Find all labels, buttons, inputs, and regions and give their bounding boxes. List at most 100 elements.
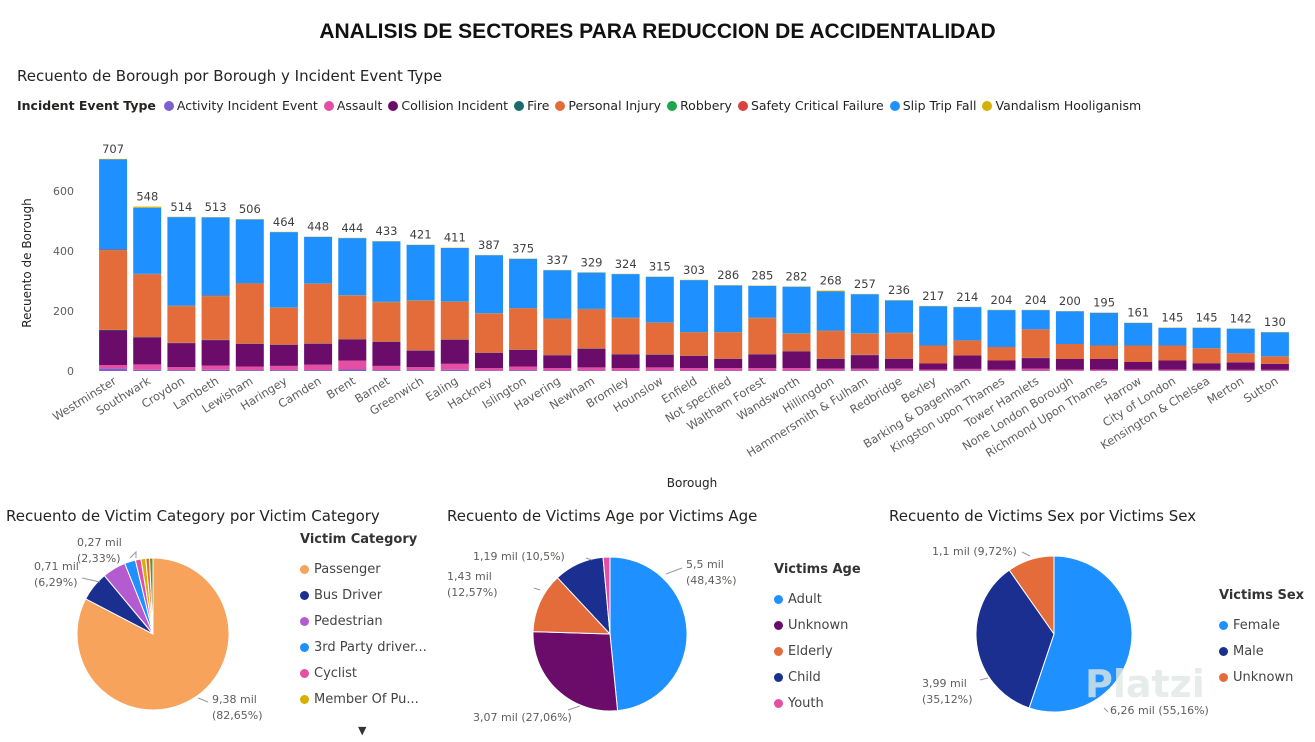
legend-item-youth[interactable]: Youth (774, 690, 861, 716)
legend-item-assault[interactable]: Assault (323, 98, 382, 113)
legend-label: Robbery (680, 98, 732, 113)
legend-item-vandalism-hooliganism[interactable]: Vandalism Hooliganism (982, 98, 1141, 113)
bar-segment-collision-incident (987, 360, 1016, 370)
pie-victims-sex: 6,26 mil (55,16%) 3,99 mil (35,12%) 1,1 mil… (922, 545, 1209, 717)
legend-title: Victim Category (300, 532, 418, 547)
bar-segment-personal-injury (953, 340, 982, 356)
pie-data-label: 6,26 mil (55,16%) (1110, 704, 1209, 717)
bar-segment-collision-incident (782, 351, 811, 368)
bar-segment-assault (680, 368, 708, 371)
y-tick-label: 0 (67, 365, 74, 378)
legend-label: Unknown (1233, 669, 1294, 685)
legend-dot (300, 616, 309, 626)
legend-item-elderly[interactable]: Elderly (774, 638, 861, 664)
pie-slice-passenger (76, 557, 230, 711)
bar-segment-assault (577, 367, 606, 371)
bar-segment-collision-incident (372, 341, 401, 366)
bar-total-label: 513 (205, 200, 227, 214)
bar-segment-slip-trip-fall (235, 219, 264, 284)
bar-total-label: 411 (444, 231, 466, 245)
bar-total-label: 204 (991, 293, 1013, 307)
pie-slice-unknown (1008, 555, 1055, 636)
legend-item-robbery[interactable]: Robbery (667, 98, 732, 113)
legend-item-male[interactable]: Male (1219, 638, 1304, 664)
bar-segment-slip-trip-fall (1021, 310, 1050, 330)
pie-leader-line (665, 567, 683, 575)
legend-item-unknown[interactable]: Unknown (1219, 664, 1304, 690)
legend-label: Youth (788, 695, 824, 711)
bar-segment-activity-incident-event (99, 368, 128, 371)
legend-dot (774, 672, 783, 682)
bar-segment-slip-trip-fall (816, 291, 845, 331)
bar-segment-slip-trip-fall (1090, 312, 1118, 346)
bar-segment-assault (133, 364, 162, 370)
legend-label: Male (1233, 643, 1264, 659)
pie-leader-line (129, 550, 137, 559)
bar-segment-slip-trip-fall (782, 286, 811, 334)
bar-segment-vandalism-hooliganism (816, 290, 845, 292)
bar-total-label: 195 (1093, 296, 1115, 310)
legend-item-fire[interactable]: Fire (514, 98, 549, 113)
legend-item-passenger[interactable]: Passenger (300, 556, 427, 582)
pie-leader-line (1103, 707, 1109, 713)
bar-total-label: 204 (1025, 293, 1047, 307)
legend-item-safety-critical-failure[interactable]: Safety Critical Failure (737, 98, 884, 113)
pie-data-label: 5,5 mil (686, 558, 724, 571)
legend-item-member-of-pu[interactable]: Member Of Pu... (300, 686, 427, 712)
legend-item-adult[interactable]: Adult (774, 586, 861, 612)
pie-victim-category-legend: Victim Category Passenger Bus Driver Pedes… (300, 532, 427, 712)
bar-total-label: 285 (751, 269, 773, 283)
legend-item-bus-driver[interactable]: Bus Driver (300, 582, 427, 608)
legend-item-slip-trip-fall[interactable]: Slip Trip Fall (889, 98, 976, 113)
bar-segment-slip-trip-fall (475, 255, 503, 314)
bar-segment-slip-trip-fall (269, 232, 298, 308)
legend-item-pedestrian[interactable]: Pedestrian (300, 608, 427, 634)
y-tick-label: 600 (53, 185, 74, 198)
bar-segment-collision-incident (1090, 359, 1118, 370)
bar-segment-collision-incident (1158, 360, 1187, 370)
pie-slice-other-2 (148, 557, 154, 635)
bar-segment-collision-incident (714, 359, 743, 368)
pie-leader-line (979, 677, 989, 681)
bar-segment-collision-incident (611, 354, 640, 368)
bar-segment-slip-trip-fall (987, 310, 1016, 347)
bar-segment-personal-injury (919, 345, 948, 364)
pie-data-label: (82,65%) (212, 709, 263, 722)
bar-segment-slip-trip-fall (201, 217, 230, 296)
pie-leader-line (1021, 551, 1031, 557)
bar-segment-safety-critical-failure (133, 273, 162, 275)
legend-item-female[interactable]: Female (1219, 612, 1304, 638)
legend-scroll-down-icon[interactable]: ▼ (358, 724, 367, 737)
bar-segment-collision-incident (509, 350, 538, 367)
legend-item-activity-incident-event[interactable]: Activity Incident Event (163, 98, 318, 113)
legend-item-personal-injury[interactable]: Personal Injury (555, 98, 661, 113)
legend-dot (774, 646, 783, 656)
bar-segment-collision-incident (269, 344, 298, 366)
watermark: Platzi (1085, 662, 1205, 706)
bar-segment-activity-incident-event (338, 369, 367, 371)
bar-segment-personal-injury (1158, 345, 1187, 361)
legend-dot (388, 100, 399, 111)
legend-dot (1219, 672, 1228, 682)
bar-segment-assault (1021, 368, 1050, 371)
pie-data-label: 1,1 mil (9,72%) (932, 545, 1017, 558)
pie-leader-line (533, 587, 541, 591)
bar-total-label: 448 (307, 220, 329, 234)
bar-segment-slip-trip-fall (919, 306, 948, 346)
bar-segment-slip-trip-fall (440, 248, 469, 302)
legend-item-collision-incident[interactable]: Collision Incident (388, 98, 508, 113)
pie-victims-sex-title: Recuento de Victims Sex por Victims Sex (889, 507, 1197, 525)
legend-item-unknown[interactable]: Unknown (774, 612, 861, 638)
bar-segment-activity-incident-event (406, 370, 435, 371)
bar-total-label: 282 (786, 269, 808, 283)
bar-segment-assault (1226, 369, 1255, 371)
bar-total-label: 145 (1196, 311, 1218, 325)
legend-item-3rd-party-driver[interactable]: 3rd Party driver... (300, 634, 427, 660)
legend-item-child[interactable]: Child (774, 664, 861, 690)
bar-segment-slip-trip-fall (1192, 327, 1221, 349)
bar-segment-activity-incident-event (509, 370, 538, 371)
bar-segment-activity-incident-event (748, 370, 777, 371)
bar-segment-assault (1158, 369, 1187, 371)
bar-segment-collision-incident (1192, 363, 1221, 370)
legend-item-cyclist[interactable]: Cyclist (300, 660, 427, 686)
